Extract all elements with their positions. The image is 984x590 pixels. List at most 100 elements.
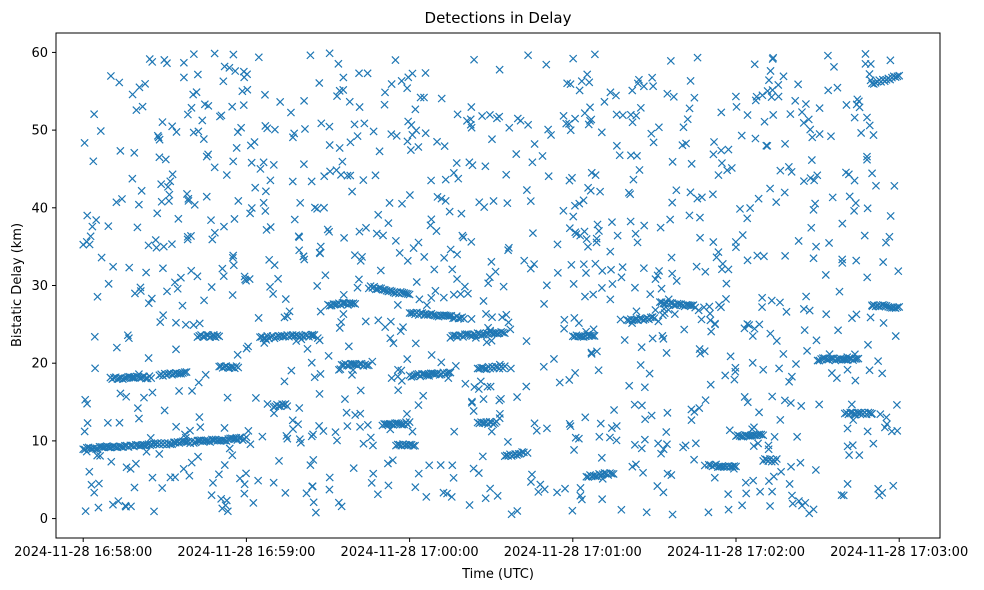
data-point-marker <box>439 293 448 302</box>
data-point-marker <box>106 71 115 80</box>
data-point-marker <box>607 424 616 433</box>
data-point-marker <box>669 92 678 101</box>
data-point-marker <box>263 124 272 133</box>
data-point-marker <box>316 369 325 378</box>
data-point-marker <box>737 131 746 140</box>
data-point-marker <box>134 200 143 209</box>
data-point-marker <box>349 464 358 473</box>
data-point-marker <box>430 265 439 274</box>
data-point-marker <box>306 461 315 470</box>
data-point-marker <box>389 339 398 348</box>
data-point-marker <box>662 348 671 357</box>
data-point-marker <box>395 248 404 257</box>
data-point-marker <box>158 484 167 493</box>
data-point-marker <box>598 266 607 275</box>
data-point-marker <box>717 265 726 274</box>
data-point-marker <box>791 359 800 369</box>
data-point-marker <box>452 159 461 168</box>
data-point-marker <box>735 204 745 213</box>
data-point-marker <box>506 364 515 373</box>
data-point-marker <box>874 484 883 493</box>
data-point-marker <box>192 88 201 97</box>
data-point-marker <box>307 177 316 186</box>
data-point-marker <box>159 242 168 251</box>
data-point-marker <box>507 510 516 519</box>
data-point-marker <box>526 477 535 486</box>
data-point-marker <box>725 426 734 435</box>
data-point-marker <box>299 160 308 169</box>
data-point-marker <box>171 345 181 354</box>
data-point-marker <box>347 370 356 379</box>
data-point-marker <box>895 71 904 80</box>
data-point-marker <box>598 495 607 504</box>
data-point-marker <box>228 290 237 300</box>
data-point-marker <box>346 171 355 180</box>
data-point-marker <box>785 377 794 386</box>
data-point-marker <box>433 192 442 201</box>
data-point-marker <box>741 478 750 487</box>
data-point-marker <box>825 238 834 247</box>
data-point-marker <box>799 177 808 186</box>
data-point-marker <box>781 251 790 260</box>
data-point-marker <box>182 368 191 377</box>
data-point-marker <box>624 188 633 197</box>
data-point-marker <box>107 457 116 466</box>
data-point-marker <box>447 492 456 501</box>
data-point-marker <box>827 369 836 378</box>
data-point-marker <box>803 346 812 355</box>
data-point-marker <box>249 498 258 507</box>
data-point-marker <box>171 473 180 482</box>
data-point-marker <box>657 449 666 458</box>
data-point-marker <box>412 126 421 135</box>
data-point-marker <box>526 197 535 206</box>
data-point-marker <box>797 108 807 117</box>
data-point-marker <box>287 366 296 375</box>
data-point-marker <box>449 168 458 177</box>
data-point-marker <box>141 79 150 88</box>
data-point-marker <box>730 462 739 471</box>
data-point-marker <box>411 441 420 450</box>
data-point-marker <box>414 142 423 152</box>
data-point-marker <box>784 162 793 171</box>
data-point-marker <box>335 86 344 95</box>
data-point-marker <box>175 386 184 396</box>
data-point-marker <box>709 137 719 146</box>
data-point-marker <box>179 464 188 473</box>
data-point-marker <box>606 295 615 304</box>
data-point-marker <box>311 508 320 517</box>
data-point-marker <box>189 438 198 448</box>
data-point-marker <box>570 201 579 210</box>
data-point-marker <box>403 256 412 265</box>
y-tick-label: 10 <box>31 434 48 449</box>
data-point-marker <box>794 236 803 245</box>
data-point-marker <box>695 213 704 222</box>
data-point-marker <box>189 90 198 99</box>
data-point-marker <box>863 204 872 213</box>
data-point-marker <box>342 408 351 417</box>
data-point-marker <box>769 110 778 119</box>
data-point-marker <box>499 282 508 291</box>
data-point-marker <box>157 197 166 206</box>
data-point-marker <box>369 469 378 478</box>
data-point-marker <box>484 279 493 288</box>
data-point-marker <box>333 92 342 101</box>
data-point-marker <box>693 53 702 62</box>
data-point-marker <box>325 122 334 131</box>
data-point-marker <box>396 327 405 336</box>
data-point-marker <box>453 250 462 259</box>
data-point-marker <box>91 364 100 373</box>
data-point-marker <box>863 155 872 164</box>
data-point-marker <box>336 170 346 179</box>
data-point-marker <box>220 461 229 470</box>
data-point-marker <box>215 112 224 121</box>
data-point-marker <box>868 169 877 178</box>
data-point-marker <box>154 133 163 142</box>
data-point-marker <box>799 118 808 127</box>
data-point-marker <box>364 361 373 370</box>
data-point-marker <box>547 130 556 139</box>
data-point-marker <box>334 498 343 507</box>
data-point-marker <box>251 183 260 192</box>
data-point-marker <box>691 439 700 448</box>
data-point-marker <box>891 332 900 341</box>
